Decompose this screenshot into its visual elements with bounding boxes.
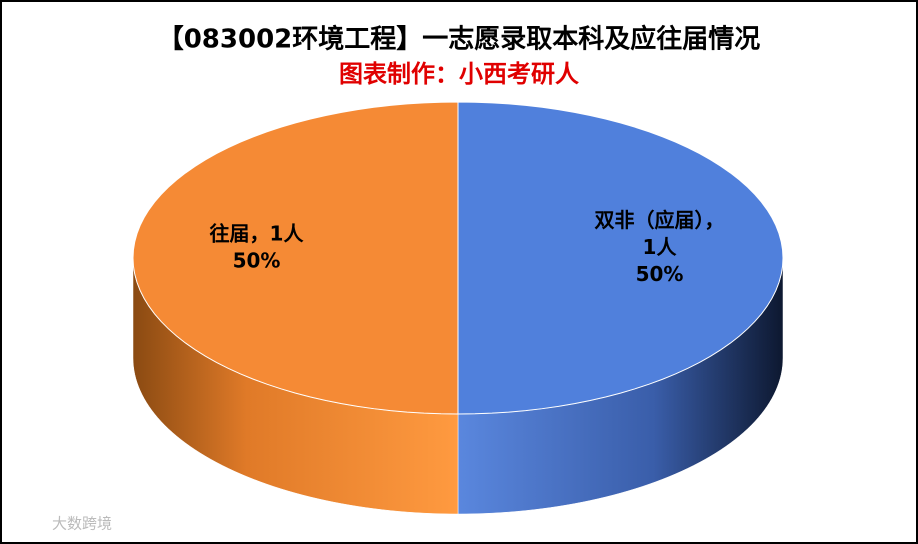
data-label-part: ， bbox=[705, 208, 725, 232]
data-label-part: ， bbox=[250, 221, 270, 245]
data-label: 往届，1人 bbox=[210, 221, 305, 245]
watermark: 大数跨境 bbox=[52, 515, 112, 533]
data-label-part: 双非（应届） bbox=[595, 208, 705, 232]
chart-title: 【083002环境工程】一志愿录取本科及应往届情况 bbox=[158, 24, 761, 55]
slice bbox=[457, 101, 784, 415]
data-label-part: 50% bbox=[233, 248, 281, 272]
data-label-part: 1人 bbox=[643, 235, 678, 259]
data-label-part: 1人 bbox=[270, 221, 305, 245]
data-label: 1人 bbox=[643, 235, 678, 259]
data-label-part: 50% bbox=[636, 262, 684, 286]
chart-subtitle: 图表制作：小西考研人 bbox=[339, 60, 579, 88]
data-label: 双非（应届）， bbox=[595, 208, 725, 232]
data-label: 50% bbox=[233, 248, 281, 272]
data-label: 50% bbox=[636, 262, 684, 286]
slice bbox=[132, 101, 459, 415]
data-label-part: 往届 bbox=[210, 221, 250, 245]
